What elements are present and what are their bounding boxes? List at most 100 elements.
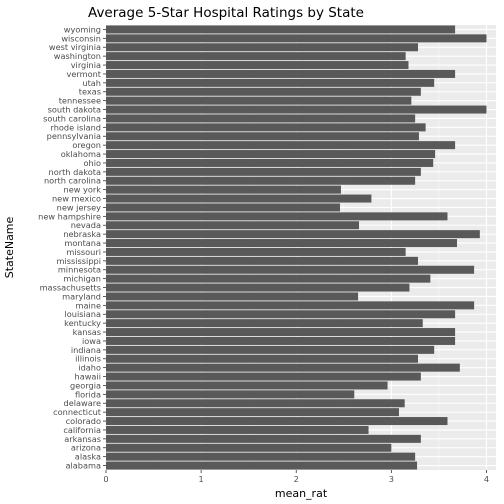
y-tick-label: new mexico	[52, 193, 101, 203]
y-tick-label: florida	[75, 389, 101, 399]
bar-tennessee	[106, 96, 412, 105]
bar-ohio	[106, 158, 434, 167]
y-tick-label: pennsylvania	[47, 131, 101, 141]
y-tick-label: montana	[64, 238, 101, 248]
bar-north-dakota	[106, 167, 421, 176]
y-tick-label: washington	[54, 51, 101, 61]
y-tick-label: new york	[64, 185, 102, 195]
y-tick-label: arizona	[71, 443, 101, 453]
x-tick-label: 1	[199, 474, 204, 484]
bar-south-carolina	[106, 114, 416, 123]
x-tick-labels: 0 1 2 3 4	[103, 470, 489, 484]
bar-washington	[106, 52, 406, 61]
bar-kentucky	[106, 319, 423, 328]
y-tick-label: wisconsin	[61, 33, 101, 43]
y-tick-label: delaware	[64, 398, 101, 408]
bars	[106, 25, 487, 470]
bar-florida	[106, 390, 355, 399]
bar-new-york	[106, 185, 341, 194]
y-tick-label: idaho	[78, 363, 101, 373]
bar-nevada	[106, 221, 360, 230]
x-axis-title: mean_rat	[275, 487, 328, 500]
bar-nebraska	[106, 230, 480, 239]
y-tick-label: nevada	[71, 220, 101, 230]
y-tick-label: minnesota	[58, 265, 101, 275]
bar-alabama	[106, 461, 418, 470]
y-tick-label: massachusetts	[40, 282, 101, 292]
bar-oklahoma	[106, 150, 436, 159]
bar-pennsylvania	[106, 132, 419, 141]
bar-mississippi	[106, 256, 418, 265]
bar-louisiana	[106, 310, 456, 319]
y-tick-label: ohio	[84, 158, 101, 168]
y-tick-label: maine	[76, 300, 102, 310]
y-tick-label: tennessee	[59, 96, 101, 106]
y-tick-label: north carolina	[44, 176, 101, 186]
y-tick-label: illinois	[75, 354, 101, 364]
y-tick-label: louisiana	[64, 309, 101, 319]
y-tick-label: south dakota	[48, 104, 101, 114]
bar-missouri	[106, 247, 406, 256]
y-tick-label: vermont	[67, 69, 102, 79]
y-tick-label: mississippi	[56, 256, 101, 266]
y-tick-label: south carolina	[43, 113, 101, 123]
bar-iowa	[106, 336, 456, 345]
y-tick-label: wyoming	[64, 24, 101, 34]
y-tick-label: alabama	[65, 460, 101, 470]
bar-virginia	[106, 61, 409, 70]
y-tick-label: new hampshire	[38, 211, 101, 221]
bar-illinois	[106, 354, 418, 363]
y-tick-label: missouri	[66, 247, 101, 257]
y-tick-label: indiana	[71, 345, 101, 355]
y-tick-label: hawaii	[75, 371, 101, 381]
y-tick-label: michigan	[63, 274, 101, 284]
bar-wisconsin	[106, 34, 487, 43]
bar-new-hampshire	[106, 212, 448, 221]
bar-texas	[106, 87, 421, 96]
bar-maine	[106, 301, 475, 310]
x-tick-label: 0	[103, 474, 108, 484]
bar-minnesota	[106, 265, 475, 274]
bar-new-mexico	[106, 194, 372, 203]
bar-north-carolina	[106, 176, 416, 185]
y-tick-label: oregon	[72, 140, 101, 150]
bar-hawaii	[106, 372, 421, 381]
bar-wyoming	[106, 25, 456, 34]
bar-connecticut	[106, 408, 399, 417]
y-tick-label: georgia	[70, 380, 101, 390]
x-tick-label: 2	[294, 474, 299, 484]
bar-georgia	[106, 381, 388, 390]
bar-new-jersey	[106, 203, 340, 212]
y-tick-label: maryland	[62, 291, 101, 301]
bar-idaho	[106, 363, 460, 372]
y-tick-label: texas	[79, 87, 101, 97]
bar-massachusetts	[106, 283, 410, 292]
y-tick-label: west virginia	[49, 42, 101, 52]
bar-south-dakota	[106, 105, 487, 114]
y-tick-label: arkansas	[64, 434, 101, 444]
bar-california	[106, 425, 369, 434]
x-tick-label: 3	[389, 474, 394, 484]
y-tick-labels: alabamaalaskaarizonaarkansascaliforniaco…	[38, 24, 106, 470]
y-tick-label: virginia	[71, 60, 101, 70]
bar-west-virginia	[106, 43, 418, 52]
y-tick-label: nebraska	[63, 229, 101, 239]
x-tick-label: 4	[484, 474, 489, 484]
bar-kansas	[106, 328, 456, 337]
y-tick-label: kentucky	[64, 318, 101, 328]
bar-colorado	[106, 417, 448, 426]
y-tick-label: utah	[82, 78, 101, 88]
y-tick-label: oklahoma	[61, 149, 101, 159]
bar-alaska	[106, 452, 416, 461]
bar-arizona	[106, 443, 392, 452]
y-tick-label: iowa	[82, 336, 101, 346]
bar-delaware	[106, 399, 405, 408]
y-tick-label: north dakota	[49, 167, 101, 177]
bar-vermont	[106, 69, 456, 78]
y-tick-label: rhode island	[51, 122, 101, 132]
bar-utah	[106, 78, 435, 87]
y-tick-label: alaska	[75, 452, 101, 462]
bar-montana	[106, 239, 457, 248]
